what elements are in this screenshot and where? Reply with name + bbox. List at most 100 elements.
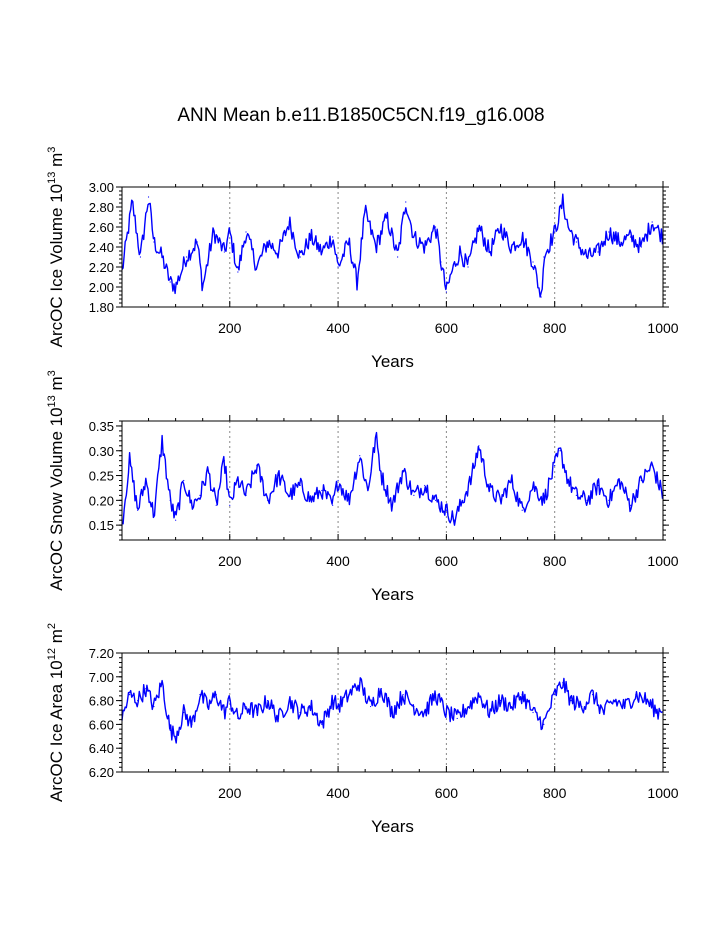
data-point (145, 688, 147, 690)
data-point (629, 236, 632, 238)
y-label-superscript: 12 (46, 648, 58, 660)
data-point (183, 711, 185, 714)
x-tick-label: 400 (326, 553, 350, 569)
x-tick-label: 1000 (647, 553, 678, 569)
data-point (153, 241, 155, 243)
y-label-superscript: 2 (46, 623, 58, 629)
data-point (597, 251, 599, 253)
data-point (478, 445, 480, 447)
data-point (161, 440, 163, 442)
data-point (223, 711, 225, 714)
data-point (191, 504, 193, 506)
panels: 200 400 600 800 1000 1.80 2.00 2.20 2.40 2.60 2.80… (46, 147, 679, 836)
data-point (532, 711, 534, 714)
data-point (359, 455, 361, 457)
y-tick-label: 2.20 (89, 260, 114, 275)
data-point (161, 682, 163, 684)
data-point (380, 474, 382, 477)
data-point (386, 216, 388, 218)
x-tick-label: 800 (543, 320, 567, 336)
data-point (413, 236, 415, 238)
plot-frame (121, 186, 664, 308)
series-line (121, 677, 663, 744)
y-tick-label: 0.20 (89, 493, 114, 508)
y-tick-label: 3.00 (89, 180, 114, 195)
data-point (212, 231, 215, 233)
data-point (175, 519, 177, 521)
data-point (413, 705, 415, 708)
y-axis-label: ArcOC Ice Area 1012 m2 (46, 623, 66, 802)
data-point (562, 682, 564, 684)
data-point (229, 231, 231, 233)
y-tick-label: 0.30 (89, 444, 114, 459)
data-point (635, 694, 637, 696)
x-tick-label: 600 (435, 785, 459, 801)
y-tick-label: 1.80 (89, 300, 114, 315)
data-point (445, 509, 447, 511)
data-point (445, 711, 447, 714)
data-point (359, 682, 361, 684)
data-point (434, 694, 437, 696)
data-point (478, 694, 480, 696)
panel-snow-volume: 200 400 600 800 1000 0.15 0.20 0.25 0.30 0.35 Year… (46, 370, 679, 604)
data-point (348, 694, 350, 696)
data-point (207, 469, 209, 472)
data-point (532, 484, 534, 487)
data-point (567, 479, 569, 482)
data-point (169, 281, 171, 283)
data-point (391, 711, 393, 714)
data-point (310, 499, 312, 501)
data-point (153, 705, 155, 708)
data-point (139, 256, 142, 258)
data-point (299, 711, 301, 714)
data-point (337, 266, 339, 268)
data-point (554, 231, 556, 233)
data-point (467, 266, 469, 268)
data-point (570, 700, 572, 702)
x-tick-label: 800 (543, 785, 567, 801)
x-tick-label: 600 (435, 320, 459, 336)
x-tick-label: 200 (218, 785, 242, 801)
figure-title: ANN Mean b.e11.B1850C5CN.f19_g16.008 (177, 105, 544, 126)
data-point (521, 694, 523, 696)
data-point (402, 469, 404, 472)
data-point (424, 711, 426, 714)
y-label-superscript: 3 (46, 370, 58, 376)
data-point (499, 499, 502, 501)
y-tick-label: 2.60 (89, 220, 114, 235)
data-point (434, 499, 437, 501)
y-tick-label: 0.15 (89, 518, 114, 533)
data-point (288, 494, 290, 496)
x-tick-label: 1000 (647, 785, 678, 801)
y-tick-label: 0.25 (89, 469, 114, 484)
data-point (510, 246, 512, 248)
y-tick-label: 0.35 (89, 419, 114, 434)
x-axis-label: Years (371, 817, 414, 836)
data-point (277, 251, 280, 253)
data-point (489, 251, 491, 253)
data-point (237, 271, 239, 273)
data-point (651, 465, 653, 467)
data-point (521, 509, 523, 511)
data-point (128, 694, 131, 696)
data-point (364, 211, 366, 213)
y-tick-label: 7.20 (89, 646, 114, 661)
data-point (397, 256, 399, 258)
data-point (651, 221, 653, 223)
data-point (586, 499, 588, 501)
data-point (575, 494, 577, 496)
data-point (207, 705, 209, 708)
y-tick-label: 6.20 (89, 765, 114, 780)
x-tick-label: 600 (435, 553, 459, 569)
y-axis-label: ArcOC Ice Volume 1013 m3 (46, 147, 66, 348)
data-point (375, 246, 377, 248)
data-point (424, 484, 426, 487)
data-point (646, 700, 648, 702)
data-point (608, 499, 610, 501)
data-point (256, 465, 258, 467)
data-point (145, 479, 147, 482)
data-point (137, 700, 139, 702)
x-tick-label: 800 (543, 553, 567, 569)
